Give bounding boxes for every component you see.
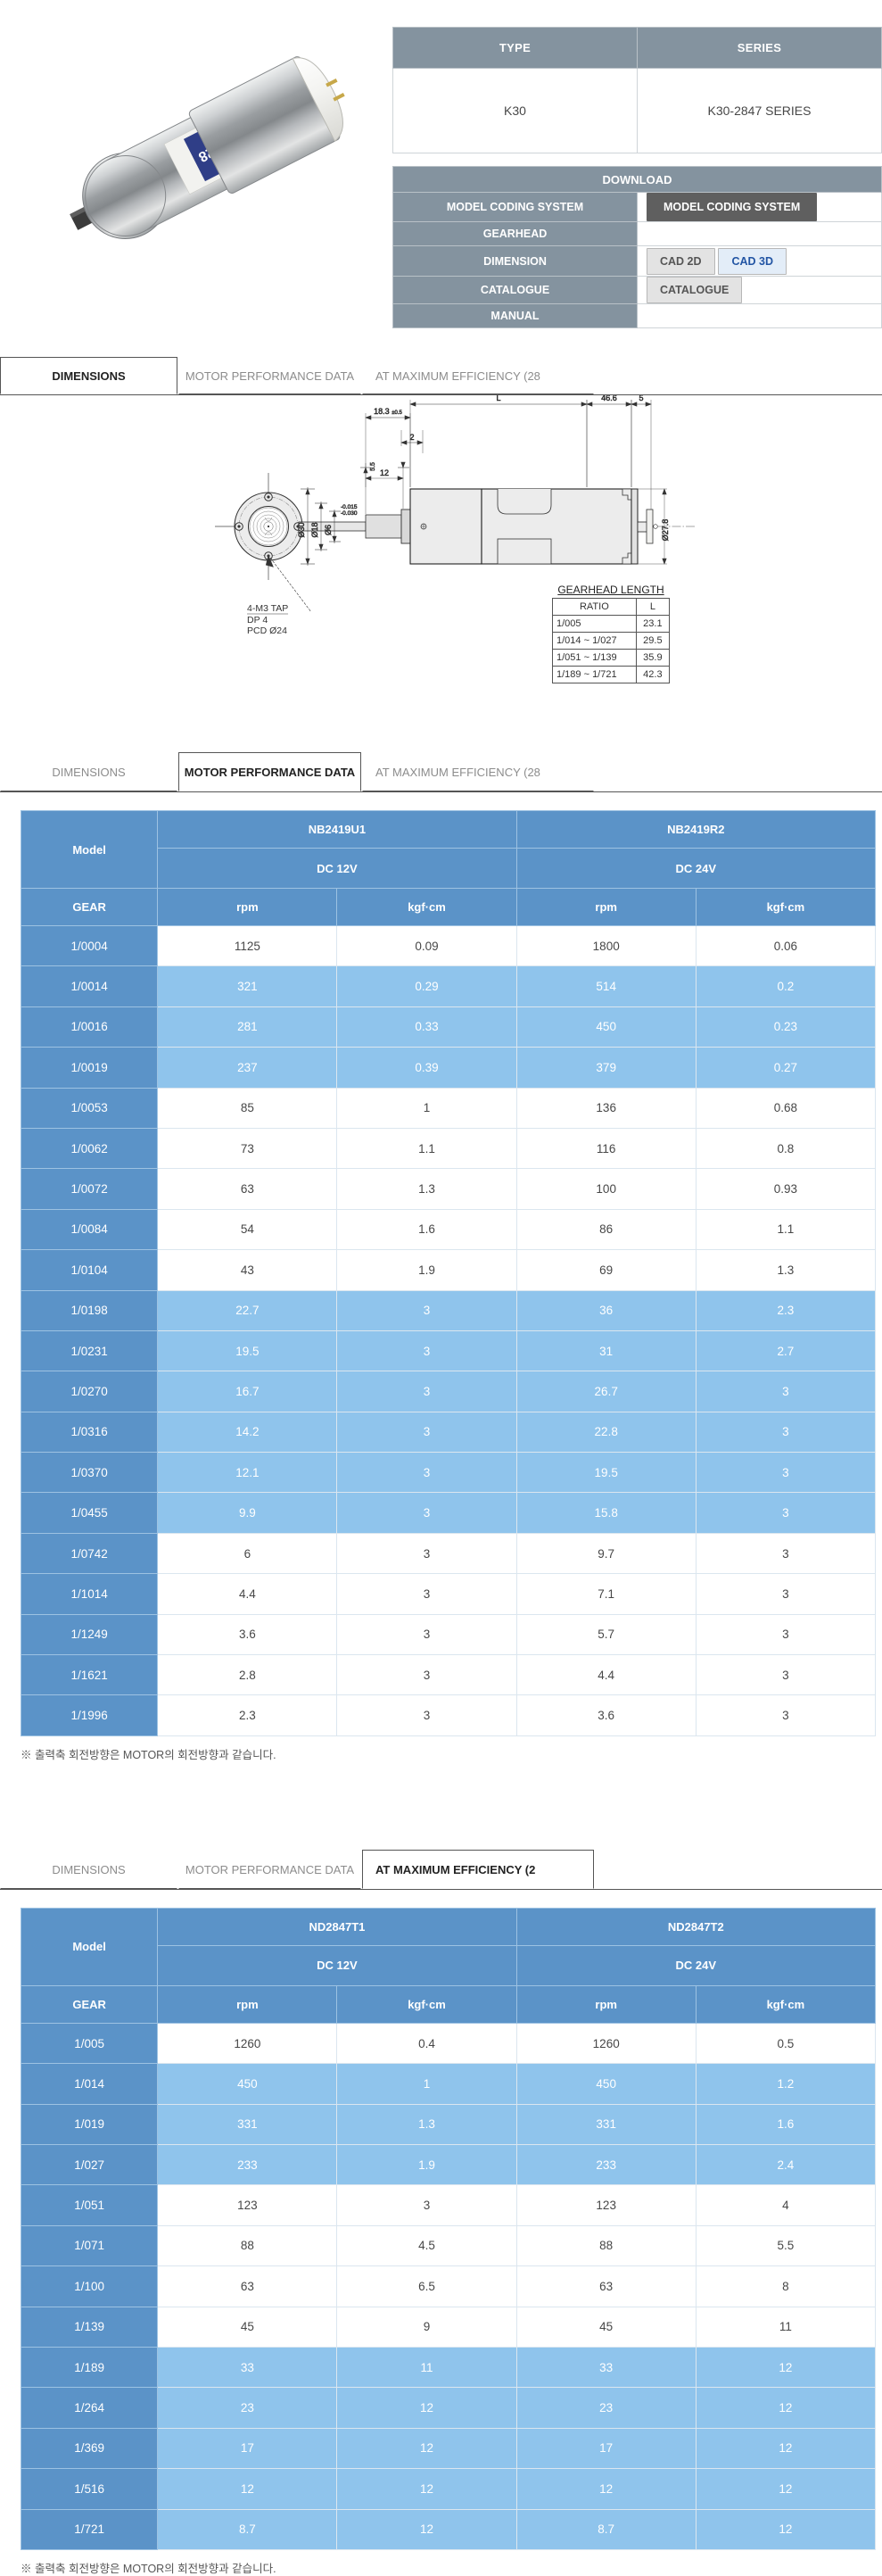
svg-text:Ø18: Ø18 [310,522,319,537]
svg-text:46.6: 46.6 [601,395,617,402]
svg-text:5: 5 [639,395,643,402]
svg-text:18.3 ±0.5: 18.3 ±0.5 [374,407,402,416]
svg-text:DP 4: DP 4 [247,615,268,625]
svg-text:Ø6: Ø6 [324,525,333,535]
svg-text:Ø27.8: Ø27.8 [661,519,670,542]
svg-text:PCD Ø24: PCD Ø24 [247,625,287,636]
svg-text:12: 12 [380,468,389,477]
svg-text:L: L [496,395,500,402]
svg-text:-0.030: -0.030 [341,510,358,517]
svg-text:-0.015: -0.015 [341,504,358,510]
svg-text:4-M3 TAP: 4-M3 TAP [247,603,288,614]
svg-text:5.5: 5.5 [370,462,376,471]
svg-text:2: 2 [409,433,414,442]
svg-text:Ø30: Ø30 [297,522,306,537]
